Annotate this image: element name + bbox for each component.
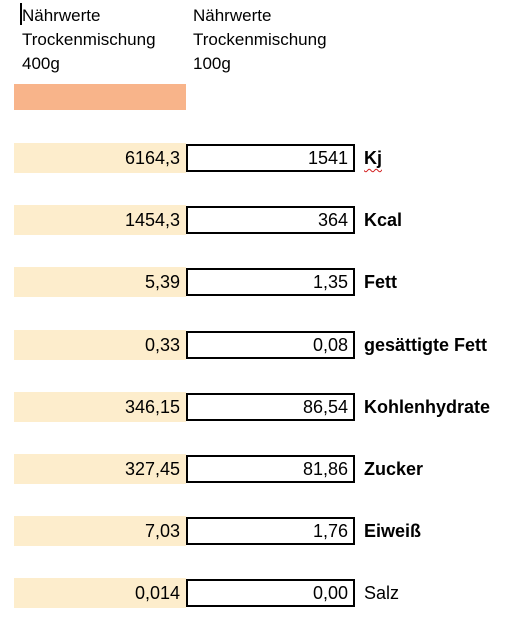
value-400g[interactable]: 6164,3 bbox=[14, 143, 186, 173]
nutrient-label[interactable]: Eiweiß bbox=[364, 521, 422, 541]
table-row-fett: 5,39 1,35 Fett bbox=[0, 267, 510, 297]
value-400g[interactable]: 327,45 bbox=[14, 454, 186, 484]
table-row-kohlenhydrate: 346,15 86,54 Kohlenhydrate bbox=[0, 392, 510, 422]
value-100g[interactable]: 364 bbox=[186, 206, 355, 234]
nutrient-label[interactable]: gesättigte Fett bbox=[364, 335, 488, 355]
header-col-100g[interactable]: Nährwerte Trockenmischung 100g bbox=[193, 6, 327, 73]
nutrient-label[interactable]: Zucker bbox=[364, 459, 424, 479]
value-100g[interactable]: 1541 bbox=[186, 144, 355, 172]
highlighted-cell[interactable] bbox=[14, 84, 186, 110]
nutrient-label[interactable]: Fett bbox=[364, 272, 397, 292]
value-100g[interactable]: 0,00 bbox=[186, 579, 355, 607]
table-row-gesaettigte-fett: 0,33 0,08 gesättigte Fett bbox=[0, 330, 510, 360]
table-row-kcal: 1454,3 364 Kcal bbox=[0, 205, 510, 235]
nutrient-label[interactable]: Kcal bbox=[364, 210, 403, 230]
value-100g[interactable]: 86,54 bbox=[186, 393, 355, 421]
value-100g[interactable]: 0,08 bbox=[186, 331, 355, 359]
value-400g[interactable]: 7,03 bbox=[14, 516, 186, 546]
nutrient-label[interactable]: Kj bbox=[364, 143, 382, 173]
value-100g[interactable]: 81,86 bbox=[186, 455, 355, 483]
nutrient-label[interactable]: Salz bbox=[364, 583, 400, 603]
value-100g[interactable]: 1,76 bbox=[186, 517, 355, 545]
spellcheck-underlined-text: Kj bbox=[364, 148, 382, 168]
value-400g[interactable]: 0,33 bbox=[14, 330, 186, 360]
table-row-salz: 0,014 0,00 Salz bbox=[0, 578, 510, 608]
value-400g[interactable]: 1454,3 bbox=[14, 205, 186, 235]
value-100g[interactable]: 1,35 bbox=[186, 268, 355, 296]
value-400g[interactable]: 5,39 bbox=[14, 267, 186, 297]
nutrient-label[interactable]: Kohlenhydrate bbox=[364, 397, 491, 417]
text-cursor bbox=[20, 3, 22, 25]
value-400g[interactable]: 346,15 bbox=[14, 392, 186, 422]
table-row-kj: 6164,3 1541 Kj bbox=[0, 143, 510, 173]
table-row-eiweiss: 7,03 1,76 Eiweiß bbox=[0, 516, 510, 546]
header-col-400g[interactable]: Nährwerte Trockenmischung 400g bbox=[22, 6, 156, 73]
table-row-zucker: 327,45 81,86 Zucker bbox=[0, 454, 510, 484]
value-400g[interactable]: 0,014 bbox=[14, 578, 186, 608]
